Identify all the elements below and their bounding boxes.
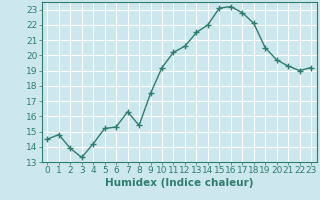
X-axis label: Humidex (Indice chaleur): Humidex (Indice chaleur) — [105, 178, 253, 188]
